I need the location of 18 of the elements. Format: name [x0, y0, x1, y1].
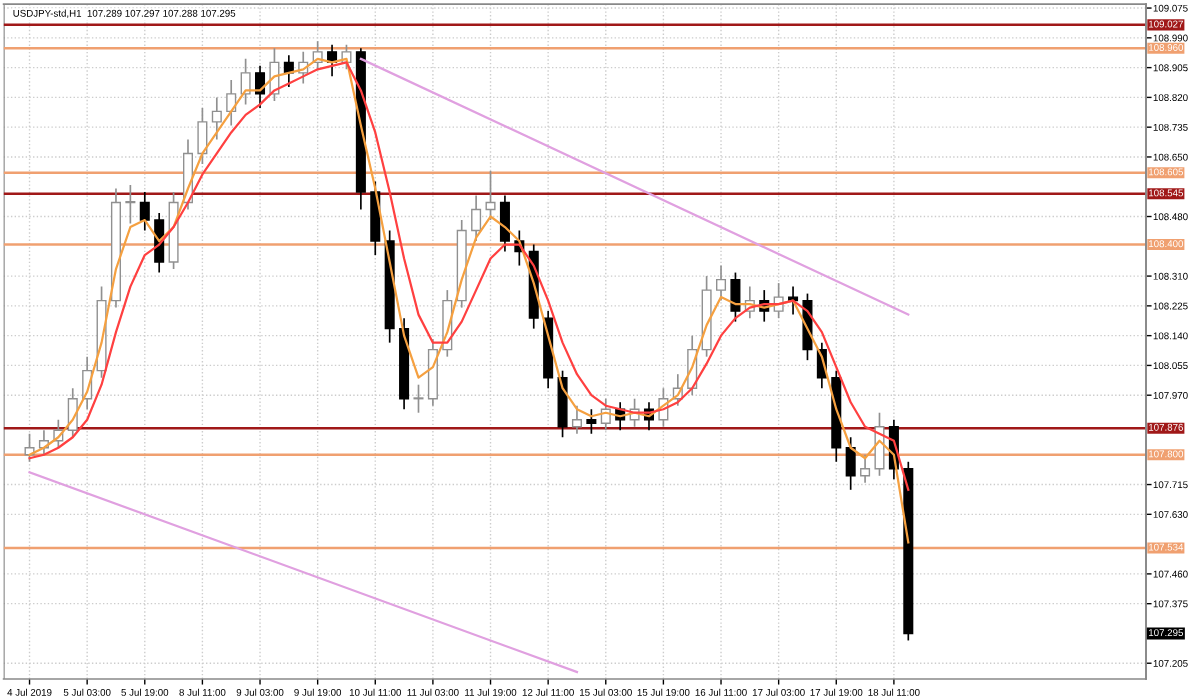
candlestick — [586, 408, 597, 435]
candlestick — [226, 79, 237, 127]
candlestick — [125, 184, 136, 225]
candlestick — [211, 96, 222, 141]
candlestick — [413, 383, 424, 414]
candlestick — [788, 285, 799, 316]
candlestick — [471, 194, 482, 242]
candlestick — [197, 107, 208, 165]
candlestick — [139, 191, 150, 232]
candlestick — [716, 264, 727, 302]
candlestick — [874, 411, 885, 477]
candlestick — [571, 404, 582, 435]
candlestick — [730, 271, 741, 323]
candlestick — [499, 194, 510, 253]
candlestick — [845, 436, 856, 491]
candlestick — [240, 58, 251, 106]
candlestick — [860, 453, 871, 484]
candlestick — [485, 170, 496, 221]
